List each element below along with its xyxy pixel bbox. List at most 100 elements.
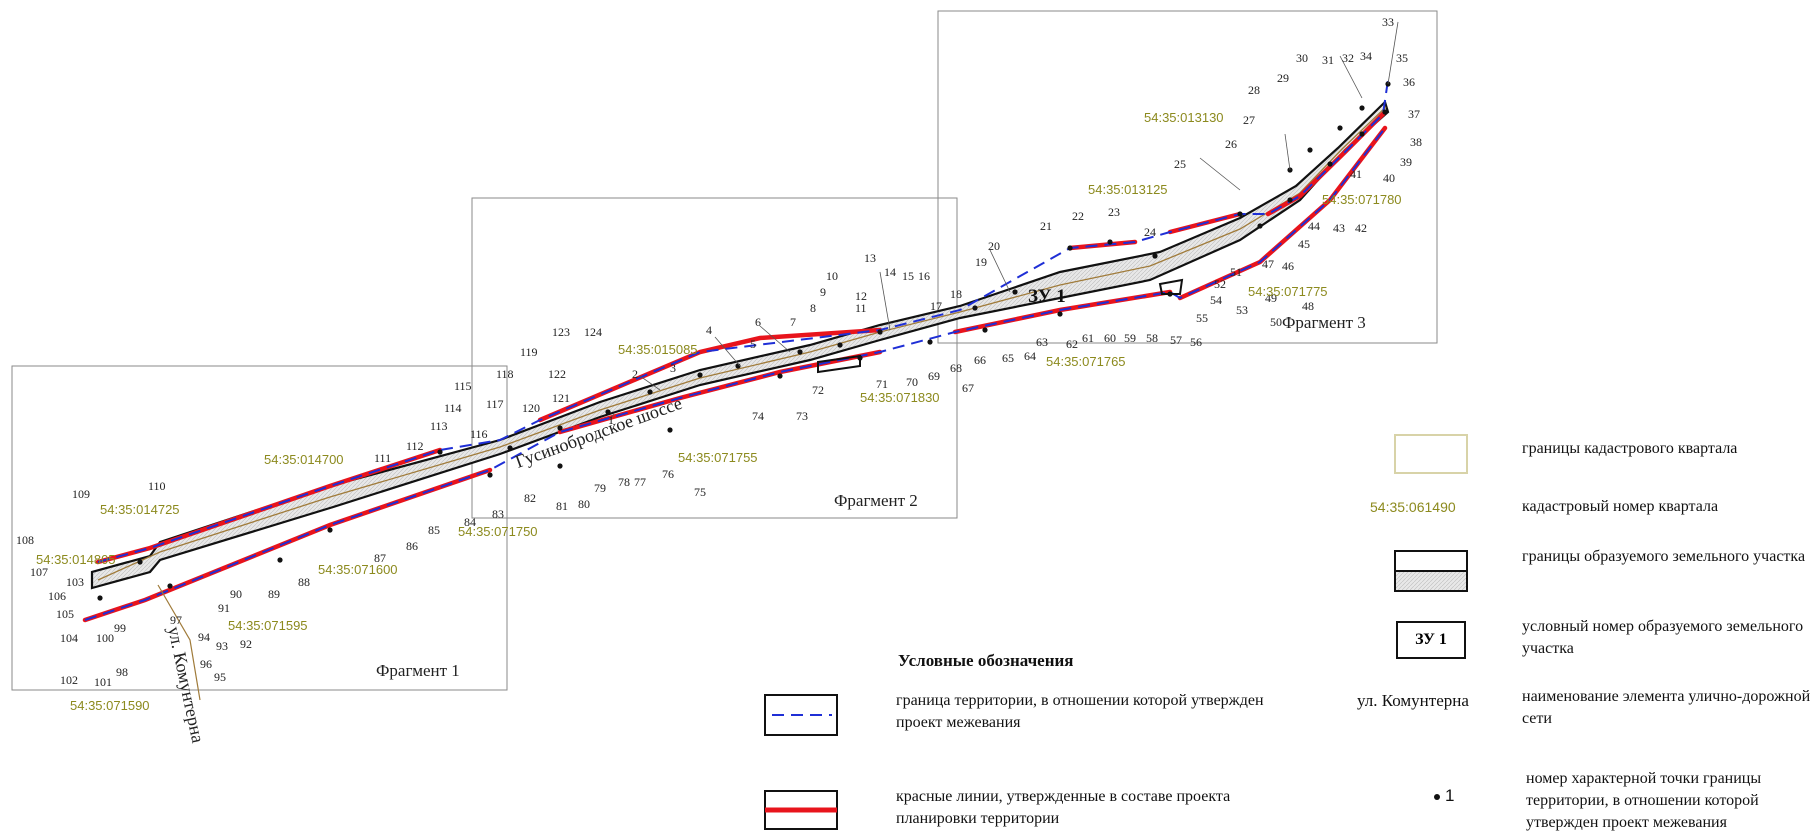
point-label: 73 bbox=[796, 409, 808, 423]
point-label: 64 bbox=[1024, 349, 1036, 363]
point-label: 81 bbox=[556, 499, 568, 513]
point-label: 99 bbox=[114, 621, 126, 635]
fragment-1-frame bbox=[11, 365, 508, 691]
point-label: 124 bbox=[584, 325, 602, 339]
boundary-points bbox=[97, 81, 1391, 601]
point-label: 79 bbox=[594, 481, 606, 495]
cad-number: 54:35:015085 bbox=[618, 342, 698, 357]
point-label: 47 bbox=[1262, 257, 1274, 271]
point-label: 16 bbox=[918, 269, 930, 283]
point-label: 61 bbox=[1082, 331, 1094, 345]
point-label: 80 bbox=[578, 497, 590, 511]
point-label: 93 bbox=[216, 639, 228, 653]
cad-number: 54:35:071830 bbox=[860, 390, 940, 405]
point-label: 63 bbox=[1036, 335, 1048, 349]
point-label: 45 bbox=[1298, 237, 1310, 251]
legend-zu-sample: ЗУ 1 bbox=[1396, 621, 1466, 659]
point-label: 14 bbox=[884, 265, 896, 279]
point-label: 44 bbox=[1308, 219, 1320, 233]
point-label: 122 bbox=[548, 367, 566, 381]
fragment-3-frame bbox=[937, 10, 1438, 344]
point-label: 32 bbox=[1342, 51, 1354, 65]
point-label: 23 bbox=[1108, 205, 1120, 219]
point-label: 3 bbox=[670, 361, 676, 375]
point-label: 77 bbox=[634, 475, 646, 489]
legend-point-number: 1 bbox=[1445, 786, 1455, 805]
point-label: 74 bbox=[752, 409, 764, 423]
cad-number: 54:35:014725 bbox=[100, 502, 180, 517]
point-label: 19 bbox=[975, 255, 987, 269]
point-label: 69 bbox=[928, 369, 940, 383]
point-label: 37 bbox=[1408, 107, 1420, 121]
cadastral-labels: 54:35:014700 54:35:014725 54:35:014805 5… bbox=[36, 110, 1402, 713]
point-label: 26 bbox=[1225, 137, 1237, 151]
point-label: 57 bbox=[1170, 333, 1182, 347]
legend-title: Условные обозначения bbox=[898, 651, 1074, 670]
point-label: 115 bbox=[454, 379, 472, 393]
point-label: 71 bbox=[876, 377, 888, 391]
point-label: 29 bbox=[1277, 71, 1289, 85]
point-label: 24 bbox=[1144, 225, 1156, 239]
point-label: 13 bbox=[864, 251, 876, 265]
point-label: 103 bbox=[66, 575, 84, 589]
cad-number: 54:35:071765 bbox=[1046, 354, 1126, 369]
cad-number: 54:35:071750 bbox=[458, 524, 538, 539]
point-label: 119 bbox=[520, 345, 538, 359]
point-label: 6 bbox=[755, 315, 761, 329]
point-label: 53 bbox=[1236, 303, 1248, 317]
point-label: 10 bbox=[826, 269, 838, 283]
cad-number: 54:35:071755 bbox=[678, 450, 758, 465]
point-label: 8 bbox=[810, 301, 816, 315]
point-label: 75 bbox=[694, 485, 706, 499]
point-label: 25 bbox=[1174, 157, 1186, 171]
street-line bbox=[157, 584, 201, 701]
point-label: 117 bbox=[486, 397, 504, 411]
point-label: 111 bbox=[374, 451, 391, 465]
point-label: 27 bbox=[1243, 113, 1255, 127]
legend-red-sample bbox=[764, 790, 838, 830]
point-label: 30 bbox=[1296, 51, 1308, 65]
legend-blue-text: граница территории, в отношении которой … bbox=[896, 692, 1264, 731]
point-label: 116 bbox=[470, 427, 488, 441]
point-label: 11 bbox=[855, 301, 867, 315]
point-label: 72 bbox=[812, 383, 824, 397]
point-label: 55 bbox=[1196, 311, 1208, 325]
point-label: 88 bbox=[298, 575, 310, 589]
point-label: 34 bbox=[1360, 49, 1372, 63]
cad-number: 54:35:071780 bbox=[1322, 192, 1402, 207]
point-label: 12 bbox=[855, 289, 867, 303]
point-label: 112 bbox=[406, 439, 424, 453]
point-label: 60 bbox=[1104, 331, 1116, 345]
point-label: 82 bbox=[524, 491, 536, 505]
fragment-3-title: Фрагмент 3 bbox=[1282, 313, 1366, 332]
point-label: 86 bbox=[406, 539, 418, 553]
point-label: 110 bbox=[148, 479, 166, 493]
point-label: 108 bbox=[16, 533, 34, 547]
point-label: 46 bbox=[1282, 259, 1294, 273]
point-label: 70 bbox=[906, 375, 918, 389]
legend-parcel-text: границы образуемого земельного участка bbox=[1522, 548, 1806, 565]
point-label: 62 bbox=[1066, 337, 1078, 351]
point-label: 96 bbox=[200, 657, 212, 671]
point-label: 113 bbox=[430, 419, 448, 433]
point-label: 114 bbox=[444, 401, 462, 415]
point-label: 40 bbox=[1383, 171, 1395, 185]
point-label: 95 bbox=[214, 670, 226, 684]
point-label: 85 bbox=[428, 523, 440, 537]
point-label: 65 bbox=[1002, 351, 1014, 365]
point-label: 91 bbox=[218, 601, 230, 615]
fragment-2-frame bbox=[471, 197, 958, 519]
point-labels: 1 2 3 4 5 6 7 8 9 10 11 12 13 14 15 16 1… bbox=[16, 15, 1422, 689]
boundary-upper bbox=[97, 79, 1389, 563]
point-label: 66 bbox=[974, 353, 986, 367]
point-label: 89 bbox=[268, 587, 280, 601]
point-label: 22 bbox=[1072, 209, 1084, 223]
parcel-notch-2 bbox=[1158, 278, 1184, 295]
point-label: 83 bbox=[492, 507, 504, 521]
point-label: 49 bbox=[1265, 291, 1277, 305]
cad-number: 54:35:014700 bbox=[264, 452, 344, 467]
point-label: 9 bbox=[820, 285, 826, 299]
point-label: 56 bbox=[1190, 335, 1202, 349]
point-label: 4 bbox=[706, 323, 712, 337]
